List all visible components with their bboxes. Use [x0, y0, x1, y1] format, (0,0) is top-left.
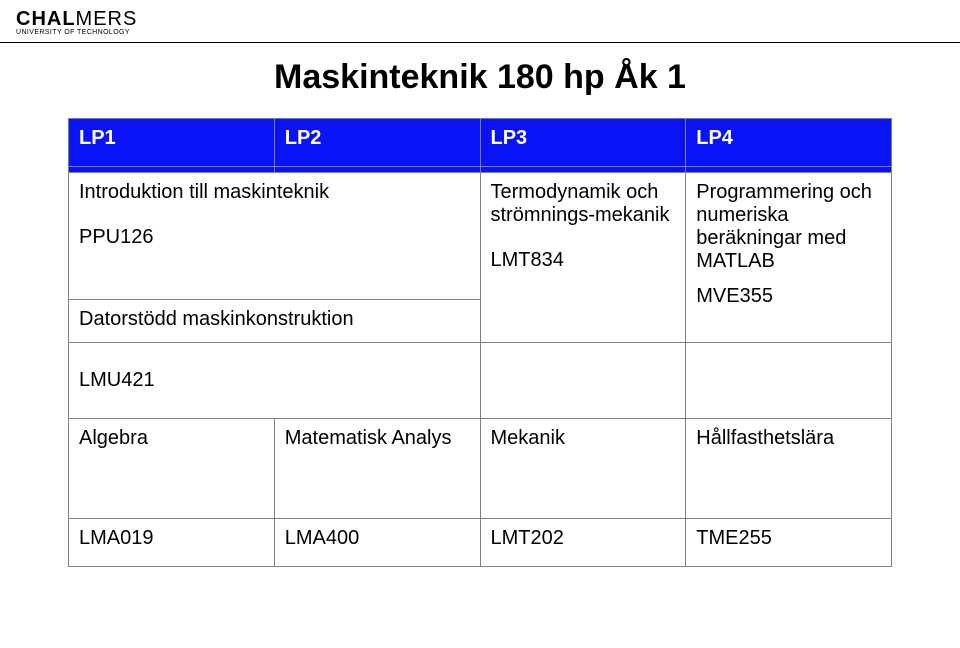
col-header-lp1: LP1 — [69, 119, 275, 167]
table-header-row: LP1 LP2 LP3 LP4 — [69, 119, 892, 167]
course-code: LMT834 — [491, 249, 676, 272]
course-code: PPU126 — [79, 226, 470, 249]
course-code: MVE355 — [696, 285, 881, 308]
course-code: TME255 — [686, 519, 892, 567]
table-cell: Hållfasthetslära — [686, 419, 892, 519]
page-title: Maskinteknik 180 hp Åk 1 — [0, 58, 960, 97]
course-code: LMA019 — [69, 519, 275, 567]
table-cell: LMU421 — [69, 343, 481, 419]
logo-suffix: MERS — [76, 8, 138, 30]
col-header-lp4: LP4 — [686, 119, 892, 167]
course-code: LMA400 — [274, 519, 480, 567]
table-cell: Matematisk Analys — [274, 419, 480, 519]
table-row: LMA019 LMA400 LMT202 TME255 — [69, 519, 892, 567]
course-code: LMU421 — [79, 369, 470, 392]
table-cell — [686, 343, 892, 419]
cell-text: Hållfasthetslära — [696, 427, 834, 449]
table-cell — [480, 343, 686, 419]
cell-text: Introduktion till maskinteknik — [79, 181, 329, 203]
header-divider — [0, 42, 960, 43]
cell-text: Mekanik — [491, 427, 565, 449]
cell-text: Programmering och numeriska beräkningar … — [696, 181, 872, 272]
logo: CHALMERS UNIVERSITY OF TECHNOLOGY — [16, 8, 137, 36]
table-row: Algebra Matematisk Analys Mekanik Hållfa… — [69, 419, 892, 519]
col-header-lp3: LP3 — [480, 119, 686, 167]
cell-text: Algebra — [79, 427, 148, 449]
logo-subtitle: UNIVERSITY OF TECHNOLOGY — [16, 29, 137, 36]
table-cell: Algebra — [69, 419, 275, 519]
table-row: Introduktion till maskinteknik PPU126 Da… — [69, 173, 892, 343]
cell-text: Datorstödd maskinkonstruktion — [79, 308, 354, 330]
course-code: LMT202 — [480, 519, 686, 567]
table-cell: Mekanik — [480, 419, 686, 519]
logo-prefix: CHAL — [16, 8, 76, 30]
col-header-lp2: LP2 — [274, 119, 480, 167]
logo-word: CHALMERS — [16, 8, 137, 31]
table-row: LMU421 — [69, 343, 892, 419]
cell-text: Termodynamik och strömnings-mekanik — [491, 181, 670, 226]
table-cell: Termodynamik och strömnings-mekanik LMT8… — [480, 173, 686, 343]
curriculum-table: LP1 LP2 LP3 LP4 Introduktion till maskin… — [68, 118, 892, 567]
table-cell: Programmering och numeriska beräkningar … — [686, 173, 892, 343]
cell-text: Matematisk Analys — [285, 427, 452, 449]
